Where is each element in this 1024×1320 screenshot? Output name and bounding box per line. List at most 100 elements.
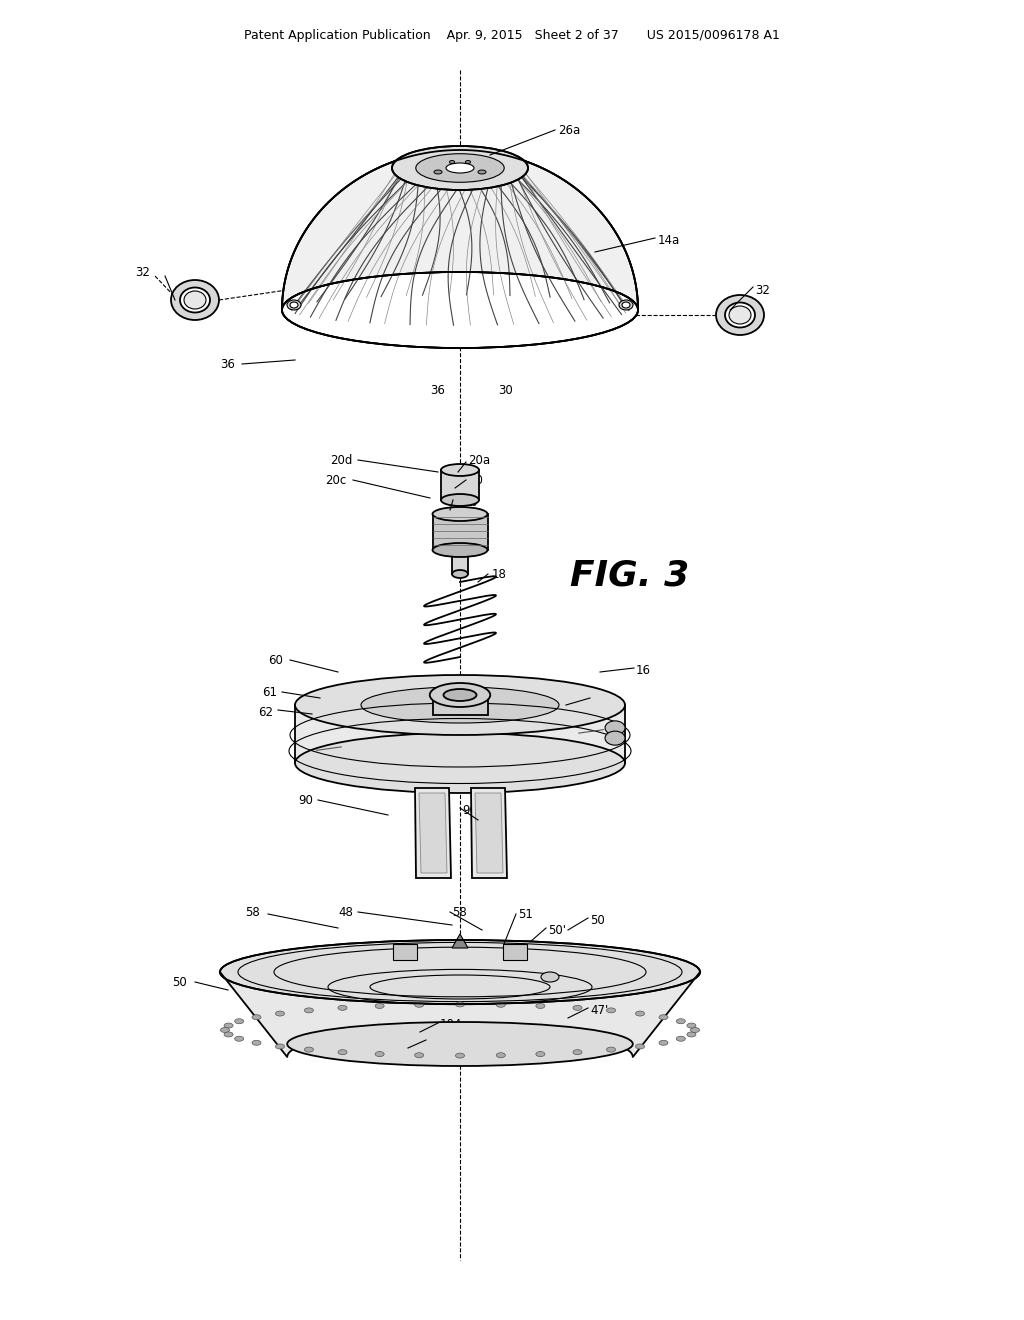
- Ellipse shape: [622, 302, 630, 308]
- Ellipse shape: [430, 682, 490, 708]
- Text: 26a: 26a: [558, 124, 581, 136]
- Ellipse shape: [392, 147, 528, 190]
- Ellipse shape: [434, 170, 442, 174]
- Ellipse shape: [432, 543, 487, 557]
- Ellipse shape: [573, 1006, 582, 1010]
- Text: 20a: 20a: [468, 454, 490, 466]
- Ellipse shape: [234, 1036, 244, 1041]
- Ellipse shape: [676, 1019, 685, 1024]
- Ellipse shape: [224, 1023, 233, 1028]
- Text: 50: 50: [590, 913, 605, 927]
- Bar: [393, 944, 417, 960]
- Ellipse shape: [606, 1008, 615, 1012]
- Ellipse shape: [252, 1040, 261, 1045]
- Ellipse shape: [573, 1049, 582, 1055]
- Text: 14b: 14b: [428, 1035, 451, 1048]
- Polygon shape: [475, 793, 503, 873]
- Ellipse shape: [716, 294, 764, 335]
- Ellipse shape: [725, 302, 755, 327]
- Polygon shape: [415, 788, 451, 878]
- Text: 20b: 20b: [455, 495, 477, 508]
- Ellipse shape: [605, 731, 625, 744]
- Ellipse shape: [446, 162, 474, 173]
- Ellipse shape: [304, 1047, 313, 1052]
- Ellipse shape: [287, 1022, 633, 1067]
- Ellipse shape: [220, 1027, 229, 1032]
- Ellipse shape: [275, 1044, 285, 1049]
- Ellipse shape: [687, 1032, 696, 1038]
- Text: 20c: 20c: [325, 474, 346, 487]
- Bar: [441, 470, 479, 500]
- Ellipse shape: [415, 1002, 424, 1007]
- Ellipse shape: [443, 689, 476, 701]
- Ellipse shape: [234, 1019, 244, 1024]
- Polygon shape: [452, 935, 468, 948]
- Text: 48: 48: [338, 906, 353, 919]
- Ellipse shape: [536, 1052, 545, 1056]
- Text: 60: 60: [268, 653, 283, 667]
- Ellipse shape: [287, 300, 301, 310]
- Text: 90: 90: [298, 793, 313, 807]
- Text: 36: 36: [430, 384, 444, 396]
- Polygon shape: [419, 793, 447, 873]
- Ellipse shape: [252, 1015, 261, 1019]
- Ellipse shape: [415, 1053, 424, 1057]
- Ellipse shape: [295, 733, 625, 793]
- Text: 51: 51: [518, 908, 532, 921]
- Text: FIG. 3: FIG. 3: [570, 558, 689, 591]
- Ellipse shape: [456, 1053, 465, 1059]
- Text: 90: 90: [462, 804, 477, 817]
- Text: 50: 50: [172, 975, 186, 989]
- Ellipse shape: [375, 1052, 384, 1056]
- Text: 58: 58: [452, 906, 467, 919]
- Ellipse shape: [290, 302, 298, 308]
- Ellipse shape: [361, 686, 559, 723]
- Ellipse shape: [659, 1015, 668, 1019]
- Text: 47': 47': [590, 1003, 608, 1016]
- Text: 16: 16: [636, 664, 651, 676]
- Ellipse shape: [636, 1011, 644, 1016]
- Polygon shape: [220, 972, 700, 1057]
- Bar: [503, 944, 527, 960]
- Ellipse shape: [416, 153, 504, 182]
- Ellipse shape: [541, 972, 559, 982]
- Ellipse shape: [441, 465, 479, 477]
- Ellipse shape: [432, 507, 487, 521]
- Ellipse shape: [497, 1053, 505, 1057]
- Ellipse shape: [282, 272, 638, 348]
- Text: 36: 36: [220, 359, 234, 371]
- Polygon shape: [432, 696, 487, 715]
- Text: 50': 50': [548, 924, 566, 936]
- Ellipse shape: [304, 1008, 313, 1012]
- Ellipse shape: [659, 1040, 668, 1045]
- Ellipse shape: [375, 1003, 384, 1008]
- Ellipse shape: [687, 1023, 696, 1028]
- Ellipse shape: [478, 170, 486, 174]
- Bar: [432, 513, 487, 550]
- Ellipse shape: [466, 161, 470, 164]
- Text: 32: 32: [755, 284, 770, 297]
- Ellipse shape: [275, 1011, 285, 1016]
- Ellipse shape: [456, 1002, 465, 1007]
- Ellipse shape: [441, 494, 479, 506]
- Ellipse shape: [184, 290, 206, 309]
- Ellipse shape: [636, 1044, 644, 1049]
- Ellipse shape: [171, 280, 219, 319]
- Ellipse shape: [690, 1027, 699, 1032]
- Ellipse shape: [450, 161, 455, 164]
- Ellipse shape: [452, 570, 468, 578]
- Text: 20d: 20d: [330, 454, 352, 466]
- Bar: [295, 705, 625, 763]
- Ellipse shape: [220, 940, 700, 1005]
- Polygon shape: [282, 150, 638, 348]
- Ellipse shape: [618, 300, 633, 310]
- Text: 20: 20: [468, 474, 483, 487]
- Ellipse shape: [338, 1006, 347, 1010]
- Text: 104: 104: [440, 1019, 463, 1031]
- Text: 14a: 14a: [658, 234, 680, 247]
- Ellipse shape: [676, 1036, 685, 1041]
- Ellipse shape: [497, 1002, 505, 1007]
- Ellipse shape: [606, 1047, 615, 1052]
- Polygon shape: [471, 788, 507, 878]
- Text: Patent Application Publication    Apr. 9, 2015   Sheet 2 of 37       US 2015/009: Patent Application Publication Apr. 9, 2…: [244, 29, 780, 41]
